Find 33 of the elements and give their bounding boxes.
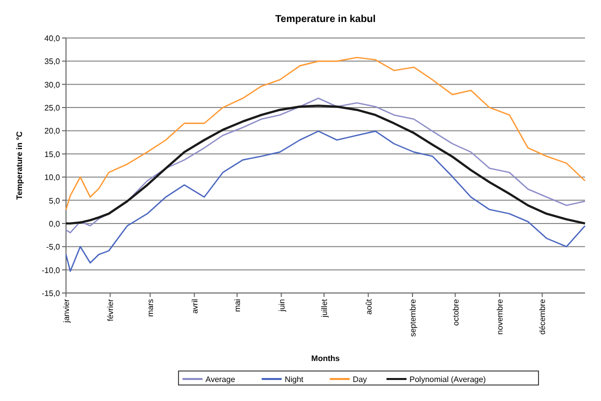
x-tick-label: mai xyxy=(233,298,242,312)
y-tick-label: 25,0 xyxy=(44,104,61,113)
y-tick-label: 30,0 xyxy=(44,80,61,90)
line-series xyxy=(65,130,586,272)
y-tick-label: 35,0 xyxy=(44,57,61,66)
x-tick-label: juillet xyxy=(320,298,330,318)
x-tick-label: septembre xyxy=(408,298,418,337)
x-tick-label: avril xyxy=(190,298,200,314)
x-tick-label: février xyxy=(106,298,116,322)
y-tick-label: 20,0 xyxy=(44,126,61,136)
x-axis-title: Months xyxy=(311,354,340,363)
x-tick-label: août xyxy=(364,298,374,315)
y-tick-label: 0,0 xyxy=(48,219,61,228)
x-tick-label: décembre xyxy=(538,298,548,335)
x-tick-label: juin xyxy=(277,299,286,312)
y-axis-title: Temperature in °C xyxy=(15,131,24,200)
legend-label: Day xyxy=(352,375,367,384)
x-tick-label: mars xyxy=(146,299,156,317)
x-tick-label: novembre xyxy=(495,298,504,335)
x-tick-label: octobre xyxy=(451,298,460,326)
y-tick-label: -10,0 xyxy=(42,266,61,275)
y-tick-label: -5,0 xyxy=(46,242,61,252)
legend-label: Night xyxy=(284,375,304,384)
y-tick-label: 40,0 xyxy=(44,34,61,43)
y-tick-label: 15,0 xyxy=(44,150,61,159)
y-tick-label: 10,0 xyxy=(44,173,61,182)
y-tick-label: 5,0 xyxy=(48,196,61,206)
line-series xyxy=(65,56,586,210)
legend-label: Polynomial (Average) xyxy=(410,375,486,384)
legend-label: Average xyxy=(206,375,236,384)
y-tick-label: -15,0 xyxy=(42,289,61,298)
chart-title: Temperature in kabul xyxy=(275,14,376,25)
x-tick-label: janvier xyxy=(62,298,71,324)
